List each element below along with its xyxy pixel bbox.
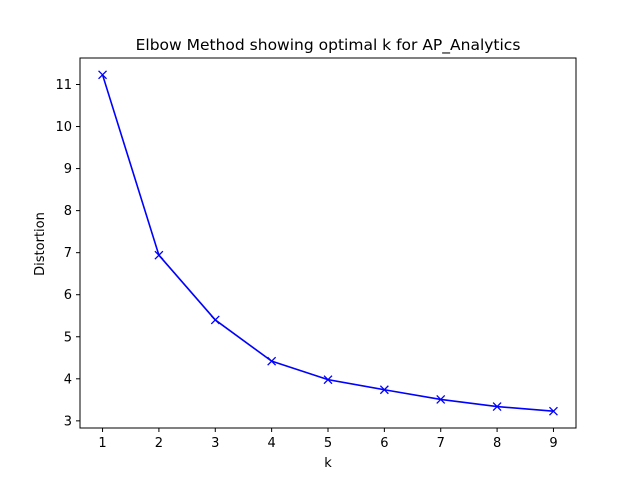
x-tick-label: 2 <box>155 436 163 451</box>
y-tick-label: 6 <box>64 288 72 303</box>
chart-title: Elbow Method showing optimal k for AP_An… <box>136 36 521 55</box>
x-tick-label: 8 <box>493 436 501 451</box>
y-tick-label: 3 <box>64 414 72 429</box>
y-axis-label: Distortion <box>33 212 48 276</box>
y-tick-label: 10 <box>55 120 72 135</box>
y-tick-label: 5 <box>64 330 72 345</box>
y-tick-label: 9 <box>64 162 72 177</box>
data-point-marker <box>154 250 164 260</box>
data-point-marker <box>210 315 220 325</box>
x-tick-label: 5 <box>324 436 332 451</box>
x-tick-label: 4 <box>267 436 275 451</box>
series-line <box>101 74 554 412</box>
axis-ticks: 1 2 3 4 5 6 7 8 9 3 4 5 6 7 8 9 10 11 <box>55 78 557 451</box>
y-tick-label: 4 <box>64 372 72 387</box>
data-point-marker <box>548 406 558 416</box>
data-point-marker <box>492 402 502 412</box>
plot-area <box>79 57 577 429</box>
x-tick-label: 9 <box>549 436 557 451</box>
data-point-marker <box>267 356 277 366</box>
x-tick-label: 3 <box>211 436 219 451</box>
data-point-marker <box>323 375 333 385</box>
y-tick-label: 11 <box>55 78 72 93</box>
x-tick-label: 7 <box>437 436 445 451</box>
data-point-marker <box>98 70 108 80</box>
y-tick-label: 7 <box>64 246 72 261</box>
y-tick-label: 8 <box>64 204 72 219</box>
data-point-marker <box>379 385 389 395</box>
x-tick-label: 1 <box>98 436 106 451</box>
x-tick-label: 6 <box>380 436 388 451</box>
x-axis-label: k <box>324 456 332 471</box>
data-point-marker <box>436 394 446 404</box>
